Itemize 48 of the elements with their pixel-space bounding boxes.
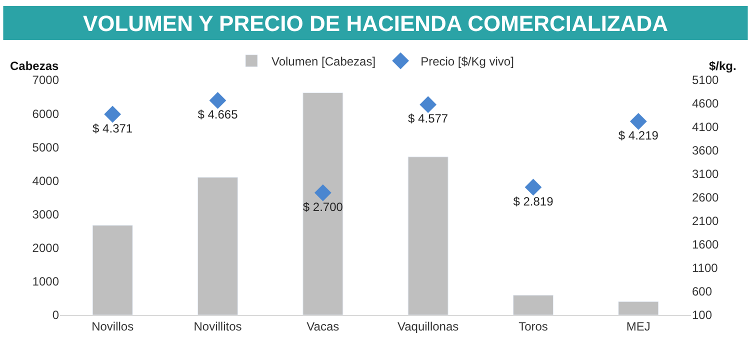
point xyxy=(420,96,437,114)
legend-label: Precio [$/Kg vivo] xyxy=(420,54,514,68)
data-label: $ 4.665 xyxy=(198,108,238,122)
bar xyxy=(198,177,238,315)
x-tick-label: Vacas xyxy=(306,319,340,334)
y2-tick-label: 5100 xyxy=(692,73,720,88)
bar xyxy=(618,301,659,315)
y2-tick-label: 2100 xyxy=(692,214,720,228)
x-tick-label: Toros xyxy=(518,319,548,334)
y-tick-label: 5000 xyxy=(32,140,60,154)
x-tick-label: Vaquillonas xyxy=(398,319,459,334)
bar xyxy=(92,225,133,315)
y2-tick-label: 4600 xyxy=(692,96,720,111)
y-axis-title: Cabezas xyxy=(10,59,60,73)
point xyxy=(314,184,332,202)
data-label: $ 4.219 xyxy=(618,128,659,143)
x-tick-label: MEJ xyxy=(626,319,650,334)
y-tick-label: 6000 xyxy=(32,106,60,121)
bar xyxy=(513,294,554,315)
bar xyxy=(408,156,448,315)
y-tick-label: 3000 xyxy=(32,207,60,222)
bar xyxy=(302,92,344,315)
y-tick-label: 4000 xyxy=(32,174,60,188)
y-tick-label: 7000 xyxy=(32,73,60,88)
y2-tick-label: 4100 xyxy=(692,120,720,134)
y-tick-label: 0 xyxy=(52,308,60,322)
y2-axis-title: $/kg. xyxy=(709,59,736,73)
y2-tick-label: 3600 xyxy=(692,144,720,158)
chart-title: VOLUMEN Y PRECIO DE HACIENDA COMERCIALIZADA xyxy=(82,10,668,36)
point xyxy=(209,92,226,109)
data-label: $ 4.371 xyxy=(92,121,133,136)
y2-tick-label: 600 xyxy=(692,284,712,299)
data-label: $ 2.700 xyxy=(302,200,344,214)
point xyxy=(524,178,542,196)
x-tick-label: Novillos xyxy=(92,319,134,334)
point xyxy=(630,112,647,130)
y-tick-label: 2000 xyxy=(32,241,60,256)
legend-label: Volumen [Cabezas] xyxy=(272,54,376,68)
y-tick-label: 1000 xyxy=(32,274,60,289)
y2-tick-label: 1100 xyxy=(692,261,718,276)
data-label: $ 4.577 xyxy=(408,112,448,126)
y2-tick-label: 1600 xyxy=(692,238,720,252)
x-tick-label: Novillitos xyxy=(194,319,242,334)
y2-tick-label: 2600 xyxy=(692,190,720,205)
y2-tick-label: 100 xyxy=(692,308,712,322)
y2-tick-label: 3100 xyxy=(692,167,720,182)
data-label: $ 2.819 xyxy=(513,194,554,208)
point xyxy=(104,106,122,123)
